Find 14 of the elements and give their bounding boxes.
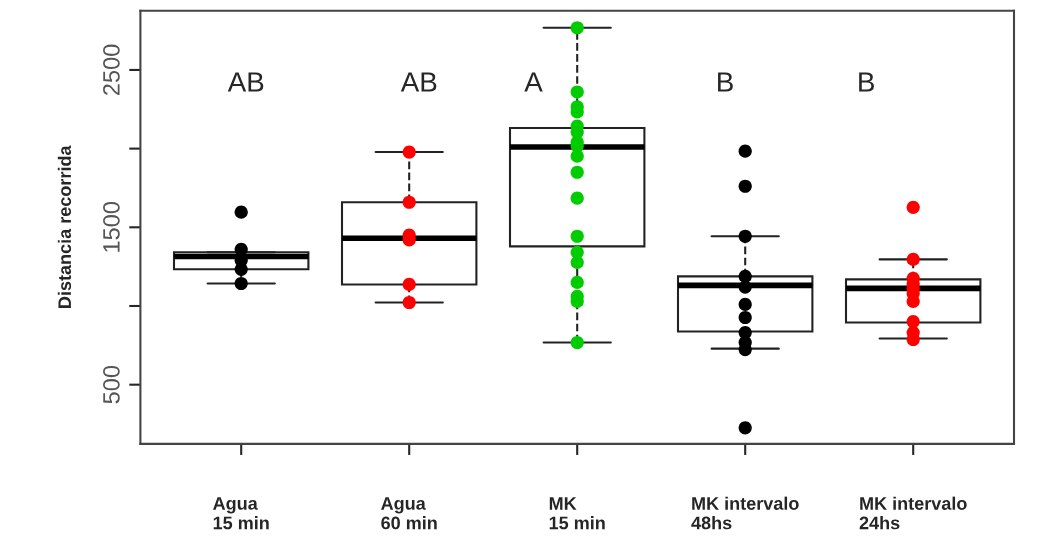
x-tick-label: MK 15 min xyxy=(549,497,605,530)
y-tick-label: 1500 xyxy=(103,201,120,252)
y-tick-label: 500 xyxy=(103,365,120,404)
x-tick-label: Agua 60 min xyxy=(381,497,437,530)
annotation: AB xyxy=(227,72,264,92)
x-tick-label: Agua 15 min xyxy=(213,497,269,530)
annotation: AB xyxy=(400,72,437,92)
annotation: A xyxy=(524,72,543,92)
y-tick-label: 2500 xyxy=(103,44,120,95)
y-axis-title: Distancia recorrida xyxy=(57,145,72,308)
annotation: B xyxy=(859,72,874,92)
x-tick-label: MK intervalo 24hs xyxy=(859,496,967,530)
annotation: B xyxy=(718,72,733,92)
x-tick-label: MK intervalo 48hs xyxy=(691,496,799,530)
